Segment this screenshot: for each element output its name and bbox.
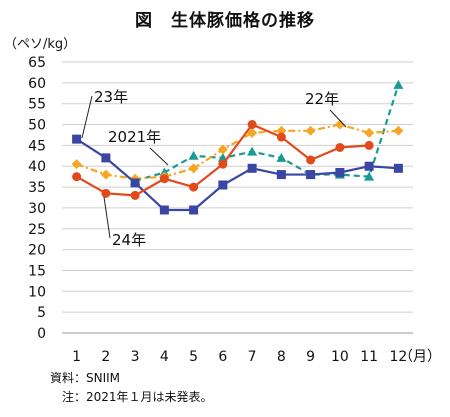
series-name-label: 23年 — [94, 88, 128, 106]
data-point — [393, 125, 404, 136]
x-tick-label: 8 — [277, 349, 286, 365]
chart-title: 図 生体豚価格の推移 — [135, 11, 315, 31]
y-tick-label: 25 — [28, 222, 46, 238]
data-point — [306, 155, 316, 165]
grid-lines — [62, 61, 413, 313]
data-point — [276, 152, 287, 162]
data-point — [72, 172, 82, 182]
x-tick-label: 1 — [72, 349, 81, 365]
data-point — [247, 146, 258, 156]
label-leader-line — [149, 147, 169, 166]
x-tick-label: 2 — [101, 349, 110, 365]
x-tick-label: 3 — [131, 349, 140, 365]
data-point — [334, 119, 345, 130]
y-tick-label: 35 — [28, 180, 46, 196]
y-tick-label: 0 — [37, 326, 46, 342]
data-point — [335, 142, 345, 152]
data-point — [247, 127, 258, 138]
y-tick-label: 10 — [28, 284, 46, 300]
y-tick-label: 30 — [28, 201, 46, 217]
notes: 資料：SNIIM 注：2021年１月は未発表。 — [50, 369, 213, 407]
data-point — [101, 153, 111, 163]
y-tick-label: 15 — [28, 263, 46, 279]
series-line — [134, 84, 400, 182]
label-leader-line — [81, 95, 93, 139]
data-point — [364, 161, 374, 171]
y-tick-label: 45 — [28, 138, 46, 154]
data-point — [276, 132, 286, 142]
footnote: 注：2021年１月は未発表。 — [62, 390, 213, 404]
x-tick-label: 7 — [248, 349, 257, 365]
y-tick-label: 55 — [28, 97, 46, 113]
data-point — [100, 169, 111, 180]
data-point — [247, 120, 257, 130]
label-leader-line — [329, 109, 347, 128]
data-point — [189, 182, 199, 192]
x-unit-label: （月） — [399, 349, 441, 365]
data-point — [130, 178, 140, 188]
data-point — [130, 190, 140, 200]
x-tick-label: 4 — [160, 349, 169, 365]
series-name-label: 2021年 — [108, 128, 161, 146]
x-tick-label: 11 — [360, 349, 378, 365]
data-point — [306, 170, 316, 180]
data-point — [364, 140, 374, 150]
y-tick-label: 20 — [28, 243, 46, 259]
data-point — [217, 144, 228, 155]
source-note: 資料：SNIIM — [50, 371, 121, 385]
data-point — [305, 125, 316, 136]
data-point — [364, 127, 375, 138]
data-point — [364, 171, 375, 181]
x-tick-label: 9 — [306, 349, 315, 365]
y-tick-label: 5 — [37, 305, 46, 321]
data-point — [393, 79, 404, 89]
data-point — [276, 125, 287, 136]
data-point — [247, 163, 257, 173]
data-point — [218, 159, 228, 169]
data-point — [218, 180, 228, 190]
data-point — [276, 170, 286, 180]
x-tick-label: 10 — [331, 349, 349, 365]
x-tick-label: 6 — [218, 349, 227, 365]
data-point — [71, 159, 82, 170]
x-tick-label: 5 — [189, 349, 198, 365]
label-leader-line — [103, 196, 111, 239]
data-point — [335, 167, 345, 177]
data-point — [189, 205, 199, 215]
data-point — [188, 150, 199, 160]
y-unit-label: （ペソ/kg） — [4, 37, 77, 52]
y-tick-label: 65 — [28, 55, 46, 71]
series-name-label: 22年 — [305, 90, 339, 108]
series-labels: 2021年 22年 23年 24年 — [81, 88, 347, 249]
data-point — [159, 205, 169, 215]
x-tick-label: 12 — [389, 349, 407, 365]
series-lines — [71, 79, 404, 215]
series-name-label: 24年 — [112, 231, 146, 249]
data-point — [393, 163, 403, 173]
data-point — [72, 134, 82, 144]
y-tick-label: 60 — [28, 76, 46, 92]
data-point — [188, 163, 199, 174]
data-point — [101, 188, 111, 198]
data-point — [159, 174, 169, 184]
series-line — [76, 138, 399, 212]
y-tick-label: 40 — [28, 159, 46, 175]
y-tick-label: 50 — [28, 118, 46, 134]
